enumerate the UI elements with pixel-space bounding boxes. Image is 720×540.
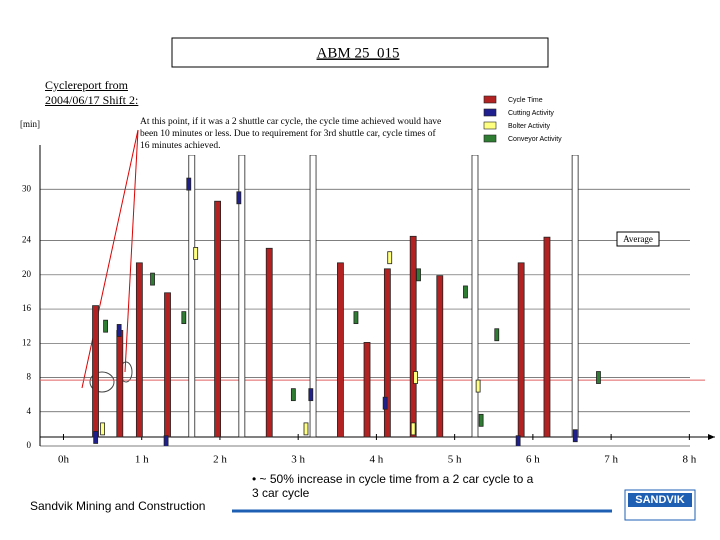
cycle-bar [436, 275, 444, 438]
cycle-bar [135, 262, 143, 438]
x-tick-label: 6 h [526, 454, 540, 466]
activity-mark [387, 251, 393, 265]
bullet-box: • ~ 50% increase in cycle time from a 2 … [252, 472, 534, 500]
activity-mark [572, 429, 578, 443]
y-tick-label: 20 [22, 269, 32, 279]
activity-mark [150, 272, 155, 286]
activity-mark [475, 379, 481, 393]
x-tick-label: 3 h [291, 454, 305, 466]
cycle-bar [265, 247, 273, 438]
activity-mark [163, 435, 169, 446]
x-tick-label: 8 h [682, 454, 696, 466]
arrow [81, 129, 139, 389]
activity-mark [186, 177, 192, 191]
cycle-bar [309, 155, 317, 438]
y-tick-label: 8 [27, 372, 32, 382]
y-tick-label: 16 [22, 303, 32, 313]
x-tick-label: 7 h [604, 454, 618, 466]
x-tick-label: 4 h [370, 454, 384, 466]
y-tick-label: 4 [27, 406, 32, 416]
slide-title: ABM 25_015 [317, 45, 400, 61]
chart: 0 4 8 12 16 20 24 30 0h 1 h 2 h 3 h 4 h 5 h 6 h 7 h 8 h C… [22, 95, 715, 466]
activity-mark [413, 371, 418, 384]
activity-mark [353, 311, 359, 325]
cycle-bar [543, 236, 551, 438]
legend-label: Bolter Activity [508, 123, 551, 130]
subtitle: Cyclereport from 2004/06/17 Shift 2: [45, 78, 139, 107]
cycle-bar [517, 262, 525, 438]
activity-mark [463, 285, 468, 299]
activity-mark [93, 431, 99, 444]
footer: Sandvik Mining and Construction [30, 499, 205, 513]
activity-mark [416, 268, 421, 282]
y-axis-label: [min] [20, 119, 40, 129]
legend-swatch [483, 95, 497, 104]
cycle-bar [409, 235, 417, 438]
activity-mark [303, 422, 309, 436]
plot-area [92, 155, 601, 446]
activity-mark [515, 435, 521, 446]
legend-swatch [483, 134, 497, 143]
x-tick-label: 1 h [135, 454, 149, 466]
x-axis-arrow [708, 434, 715, 440]
activity-mark [596, 371, 601, 384]
y-tick-label: 24 [22, 235, 32, 245]
subtitle-box: Cyclereport from 2004/06/17 Shift 2: [45, 78, 139, 107]
cycle-bar [214, 200, 221, 438]
x-tick-label: 2 h [213, 454, 227, 466]
cycle-bar [238, 155, 246, 438]
cycle-bar [363, 342, 371, 438]
activity-mark [100, 422, 105, 436]
logo: SANDVIK [635, 494, 685, 506]
activity-mark [290, 388, 296, 402]
legend-label: Conveyor Activity [508, 136, 562, 143]
cycle-bar [337, 262, 344, 438]
activity-mark [478, 413, 484, 427]
title-box [171, 37, 549, 68]
logo-band [628, 493, 692, 507]
activity-mark [236, 191, 242, 205]
average-label: Average [623, 234, 653, 244]
highlight-circle [89, 371, 115, 393]
cycle-bar [383, 268, 391, 438]
legend-swatch [483, 121, 497, 130]
annotation-box: At this point, if it was a 2 shuttle car… [140, 117, 442, 151]
legend-label: Cutting Activity [508, 110, 554, 117]
x-tick-label: 0h [58, 454, 70, 466]
y-tick-label: 30 [22, 183, 32, 193]
average-box [616, 231, 660, 247]
activity-mark [103, 319, 108, 333]
activity-mark [116, 324, 122, 337]
cycle-bar [471, 155, 479, 438]
y-tick-label: 0 [27, 440, 32, 450]
legend-swatch [483, 108, 497, 117]
activity-mark [494, 328, 500, 342]
cycle-bar [92, 305, 99, 438]
activity-mark [193, 247, 199, 260]
activity-mark [181, 311, 187, 325]
activity-mark [308, 388, 314, 402]
cycle-bar [571, 155, 579, 438]
arrow [124, 129, 139, 373]
cycle-bar [116, 330, 124, 438]
cycle-bar [164, 292, 171, 438]
cycle-bar [188, 155, 196, 438]
bullet: • ~ 50% increase in cycle time from a 2 … [252, 472, 534, 500]
x-tick-label: 5 h [448, 454, 462, 466]
activity-mark [410, 422, 416, 436]
legend-label: Cycle Time [508, 97, 543, 104]
activity-mark [382, 396, 388, 410]
y-tick-label: 12 [22, 337, 31, 347]
annotation: At this point, if it was a 2 shuttle car… [140, 117, 442, 151]
